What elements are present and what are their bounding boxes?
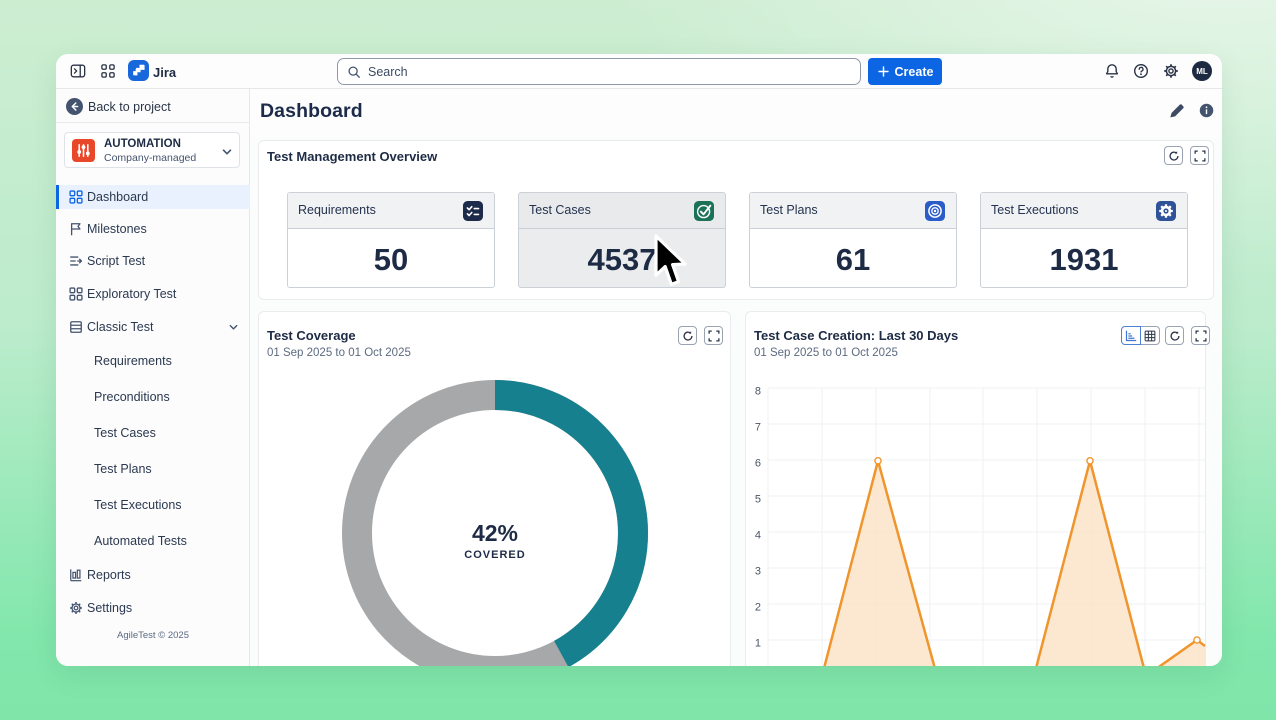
svg-text:4: 4 xyxy=(755,530,761,542)
svg-text:5: 5 xyxy=(755,494,761,506)
svg-text:3: 3 xyxy=(755,566,761,578)
svg-text:2: 2 xyxy=(755,602,761,614)
svg-text:1: 1 xyxy=(755,638,761,650)
svg-text:6: 6 xyxy=(755,458,761,470)
svg-text:8: 8 xyxy=(755,386,761,398)
svg-text:7: 7 xyxy=(755,422,761,434)
